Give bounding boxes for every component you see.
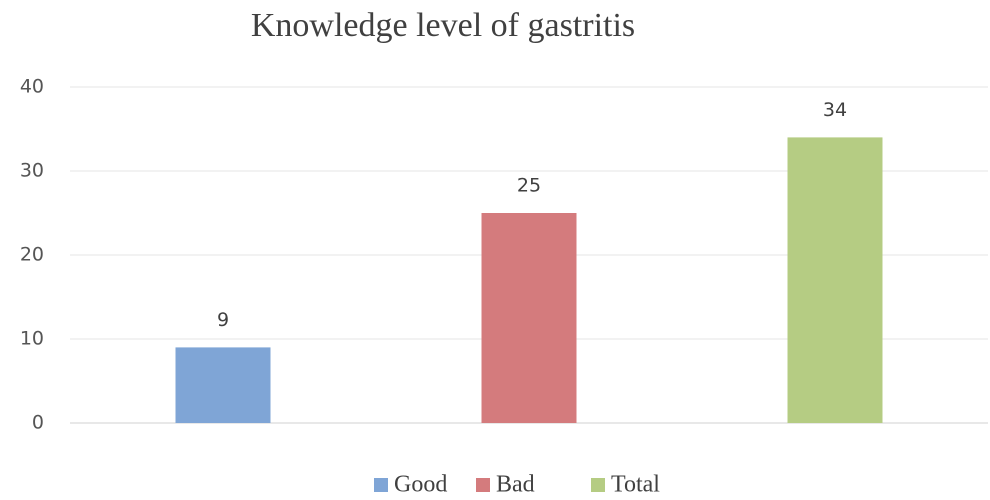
legend-label: Good xyxy=(394,472,447,498)
y-tick-label: 40 xyxy=(20,76,44,98)
y-tick-label: 10 xyxy=(20,328,44,350)
legend-label: Total xyxy=(611,472,660,498)
chart-title: Knowledge level of gastritis xyxy=(251,7,635,44)
bar xyxy=(787,137,883,423)
legend-label: Bad xyxy=(496,472,535,498)
legend-swatch xyxy=(591,478,605,492)
data-label: 34 xyxy=(823,99,847,121)
y-tick-label: 30 xyxy=(20,160,44,182)
legend-swatch xyxy=(476,478,490,492)
y-tick-label: 0 xyxy=(32,412,44,434)
y-tick-label: 20 xyxy=(20,244,44,266)
bar xyxy=(175,347,271,423)
bar xyxy=(481,213,577,423)
data-label: 25 xyxy=(517,175,541,197)
data-label: 9 xyxy=(217,309,229,331)
legend-swatch xyxy=(374,478,388,492)
